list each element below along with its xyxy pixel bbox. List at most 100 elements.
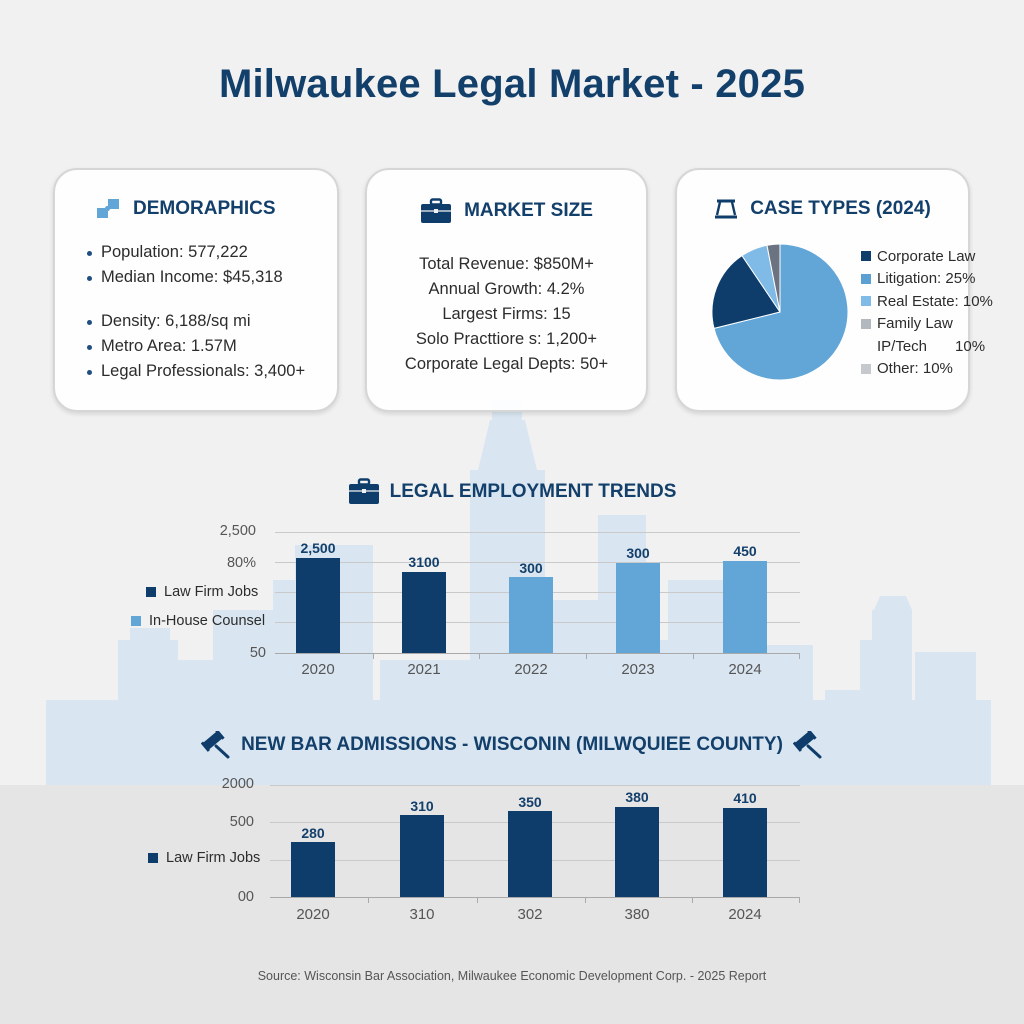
legend-swatch xyxy=(861,273,871,284)
gridline xyxy=(275,562,800,563)
market-size-list: Total Revenue: $850M+ Annual Growth: 4.2… xyxy=(367,252,646,377)
case-types-card: CASE TYPES (2024) Corporate Law Litigati… xyxy=(675,168,993,412)
x-tick-label: 2021 xyxy=(407,661,441,678)
bar-value-label: 380 xyxy=(625,789,649,805)
legend-label: Law Firm Jobs xyxy=(166,850,261,866)
legend-label: Other: 10% xyxy=(877,360,953,378)
briefcase-icon xyxy=(421,198,452,223)
page-title: Milwaukee Legal Market - 2025 xyxy=(218,62,806,106)
bar-value-label: 280 xyxy=(301,825,325,841)
bar-value-label: 300 xyxy=(626,545,650,561)
x-axis xyxy=(270,897,800,898)
x-tick xyxy=(585,897,586,903)
legend-item: IP/Tech 10% xyxy=(861,335,993,358)
market-size-item: Total Revenue: $850M+ xyxy=(419,255,594,273)
x-tick-label: 2023 xyxy=(621,661,655,678)
bar-admissions-bar xyxy=(291,842,335,897)
source-note: Source: Wisconsin Bar Association, Milwa… xyxy=(257,969,767,983)
x-tick xyxy=(368,897,369,903)
briefcase-icon xyxy=(348,478,379,504)
bar-2022 xyxy=(509,577,553,653)
pie-slice-litigation xyxy=(713,243,849,381)
y-tick-label: 80% xyxy=(226,555,256,571)
x-tick xyxy=(799,897,800,903)
gridline xyxy=(270,785,800,786)
legend-swatch xyxy=(146,587,156,597)
legend-law-firm-jobs: Law Firm Jobs xyxy=(148,850,260,866)
y-tick-label: 500 xyxy=(229,814,254,830)
market-size-heading: MARKET SIZE xyxy=(464,200,593,221)
legend-swatch xyxy=(861,318,871,329)
bar-value-label: 450 xyxy=(733,543,757,559)
legend-swatch xyxy=(861,251,871,262)
legend-label: IP/Tech xyxy=(877,337,928,355)
bar-admissions-title: NEW BAR ADMISSIONS - WISCONIN (MILWQUIEE… xyxy=(241,734,783,755)
legend-item: Real Estate: 10% xyxy=(861,290,993,313)
employment-heading: LEGAL EMPLOYMENT TRENDS xyxy=(0,478,1024,505)
x-tick xyxy=(477,897,478,903)
bar-admissions-bar xyxy=(723,808,767,897)
bar-2021 xyxy=(402,572,446,653)
legend-label: In-House Counsel xyxy=(149,613,266,629)
legend-label: Litigation: 25% xyxy=(877,270,976,288)
scales-icon xyxy=(715,199,738,219)
bar-admissions-bar xyxy=(615,807,659,897)
x-tick xyxy=(586,653,587,659)
y-tick-label: 2000 xyxy=(221,776,254,792)
gridline xyxy=(275,532,800,533)
y-tick-label: 2,500 xyxy=(219,523,256,539)
legend-in-house-counsel: In-House Counsel xyxy=(131,613,265,629)
y-tick-label: 50 xyxy=(249,645,266,661)
x-tick xyxy=(373,653,374,659)
bar-value-label: 350 xyxy=(518,794,542,810)
demographics-card: DEMORAPHICS Population: 577,222 Median I… xyxy=(53,168,339,412)
bar-value-label: 300 xyxy=(519,560,543,576)
x-tick xyxy=(799,653,800,659)
bar-value-label: 2,500 xyxy=(300,540,336,556)
x-tick-label: 310 xyxy=(409,906,435,923)
case-types-legend: Corporate Law Litigation: 25% Real Estat… xyxy=(861,245,993,380)
legend-swatch xyxy=(861,363,871,374)
pie-slice-corporate xyxy=(711,254,781,330)
bar-2023 xyxy=(616,563,660,653)
legend-law-firm-jobs: Law Firm Jobs xyxy=(146,584,258,600)
legend-item: Family Law xyxy=(861,313,993,336)
bar-value-label: 310 xyxy=(410,798,434,814)
demographics-item: Median Income: $45,318 xyxy=(85,265,305,290)
legend-label: Real Estate: 10% xyxy=(877,292,993,310)
demographics-item: Metro Area: 1.57M xyxy=(85,334,305,359)
employment-chart: 2,500 80% 50 Law Firm Jobs In-House Coun… xyxy=(131,523,800,678)
legend-swatch xyxy=(861,296,871,307)
bar-2024 xyxy=(723,561,767,653)
bar-value-label: 3100 xyxy=(408,554,440,570)
bar-2020 xyxy=(296,558,340,653)
legend-item: Corporate Law xyxy=(861,245,993,268)
x-tick-label: 2022 xyxy=(514,661,548,678)
market-size-card: MARKET SIZE Total Revenue: $850M+ Annual… xyxy=(365,168,648,412)
legend-swatch xyxy=(131,616,141,626)
x-tick xyxy=(693,653,694,659)
legend-item: Litigation: 25% xyxy=(861,268,993,291)
x-tick-label: 2020 xyxy=(301,661,335,678)
y-tick-label: 00 xyxy=(237,889,254,905)
legend-label: Family Law xyxy=(877,315,953,333)
blocks-icon xyxy=(97,199,119,218)
legend-label: Law Firm Jobs xyxy=(164,584,259,600)
demographics-item: Density: 6,188/sq mi xyxy=(85,309,305,334)
demographics-item: Legal Professionals: 3,400+ xyxy=(85,359,305,384)
market-size-item: Corporate Legal Depts: 50+ xyxy=(404,355,609,373)
demographics-heading: DEMORAPHICS xyxy=(133,198,276,219)
x-tick xyxy=(692,897,693,903)
employment-title: LEGAL EMPLOYMENT TRENDS xyxy=(389,480,677,502)
legend-value: 10% xyxy=(955,337,986,355)
demographics-list: Population: 577,222 Median Income: $45,3… xyxy=(85,240,305,384)
bar-admissions-bar xyxy=(400,815,444,897)
case-types-heading: CASE TYPES (2024) xyxy=(750,198,931,219)
bar-admissions-bar xyxy=(508,811,552,897)
demographics-item: Population: 577,222 xyxy=(85,240,305,265)
x-tick-label: 2024 xyxy=(728,906,762,923)
x-axis xyxy=(275,653,800,654)
gavel-icon xyxy=(201,731,230,759)
